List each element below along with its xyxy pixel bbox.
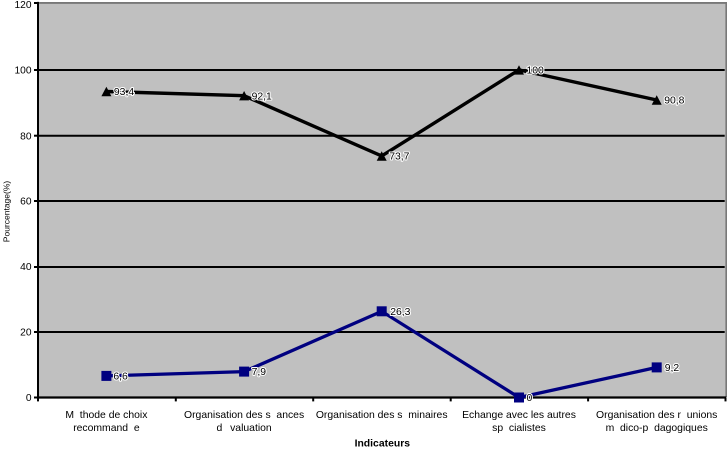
svg-text:9,2: 9,2 [665, 363, 680, 374]
svg-text:7,9: 7,9 [252, 367, 267, 378]
svg-text:93,4: 93,4 [114, 87, 134, 98]
svg-text:26,3: 26,3 [390, 307, 410, 318]
svg-text:100: 100 [15, 66, 32, 77]
svg-text:100: 100 [527, 66, 545, 77]
svg-text:0: 0 [26, 393, 32, 404]
svg-text:Indicateurs: Indicateurs [355, 439, 411, 450]
svg-text:20: 20 [20, 328, 32, 339]
svg-text:73,7: 73,7 [389, 152, 409, 163]
svg-text:73,7: 73,7 [389, 152, 409, 163]
svg-text:6,6: 6,6 [113, 372, 128, 383]
svg-text:90,8: 90,8 [664, 96, 684, 107]
svg-text:6,6: 6,6 [113, 372, 128, 383]
svg-text:Echange avec les autres: Echange avec les autres [462, 410, 576, 421]
svg-text:40: 40 [20, 262, 32, 273]
svg-text:80: 80 [20, 131, 32, 142]
svg-text:9,2: 9,2 [665, 363, 680, 374]
svg-text:92,1: 92,1 [252, 91, 272, 102]
svg-text:26,3: 26,3 [390, 307, 410, 318]
svg-text:Organisation des s minaires: Organisation des s minaires [316, 410, 448, 421]
svg-text:recommand e: recommand e [73, 423, 140, 434]
svg-text:M thode de choix: M thode de choix [65, 410, 148, 421]
svg-text:93,4: 93,4 [114, 87, 134, 98]
svg-text:Pourcentage(%): Pourcentage(%) [2, 181, 12, 243]
svg-text:d valuation: d valuation [216, 423, 271, 434]
svg-text:90,8: 90,8 [664, 96, 684, 107]
svg-text:sp cialistes: sp cialistes [492, 423, 546, 434]
svg-text:100: 100 [527, 66, 545, 77]
svg-text:Organisation des s ances: Organisation des s ances [184, 410, 304, 421]
svg-text:0: 0 [527, 393, 533, 404]
svg-text:120: 120 [15, 0, 32, 11]
svg-text:m dico-p dagogiques: m dico-p dagogiques [606, 423, 708, 434]
svg-text:7,9: 7,9 [252, 367, 267, 378]
svg-text:60: 60 [20, 197, 32, 208]
svg-text:92,1: 92,1 [252, 91, 272, 102]
svg-text:Organisation des r unions: Organisation des r unions [596, 410, 717, 421]
svg-text:0: 0 [527, 393, 533, 404]
